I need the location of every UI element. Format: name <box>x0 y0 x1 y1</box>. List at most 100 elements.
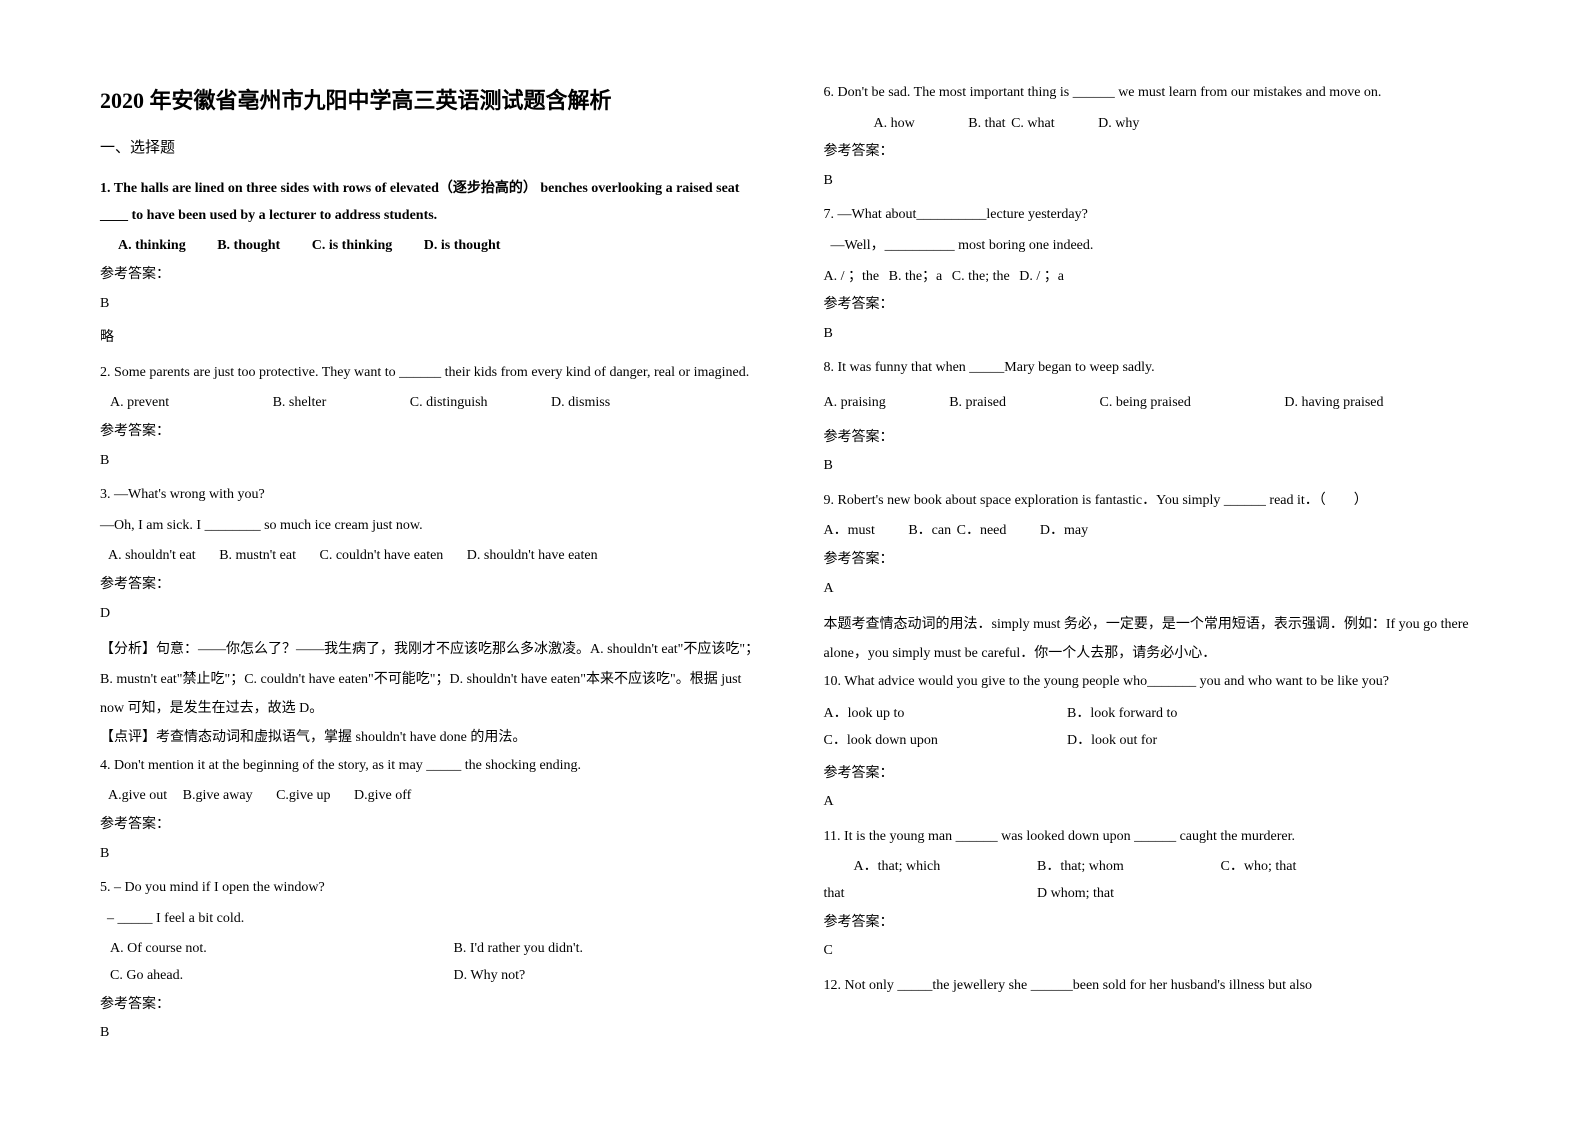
q3-exp2: 【点评】考查情态动词和虚拟语气，掌握 shouldn't have done 的… <box>100 723 764 752</box>
q2-ans-label: 参考答案： <box>100 419 764 446</box>
q3-options: A. shouldn't eat B. mustn't eat C. could… <box>100 543 764 570</box>
q11-opts-row1: A．that; which B．that; whom C．who; that <box>824 854 1488 881</box>
q6-opt-b: B. that <box>968 116 1005 131</box>
q7-l2: —Well，__________ most boring one indeed. <box>824 233 1488 260</box>
q3-ans: D <box>100 601 764 628</box>
q7-options: A. / ；the B. the；a C. the; the D. / ；a <box>824 264 1488 291</box>
column-left: 2020 年安徽省亳州市九阳中学高三英语测试题含解析 一、选择题 1. The … <box>100 80 764 1055</box>
q8-opt-a: A. praising <box>824 395 886 410</box>
q8-options: A. praising B. praised C. being praised … <box>824 390 1488 417</box>
q2-options: A. prevent B. shelter C. distinguish D. … <box>100 390 764 417</box>
q10-ans-label: 参考答案： <box>824 761 1488 788</box>
q9-ans: A <box>824 576 1488 603</box>
q10-opt-c: C．look down upon <box>824 728 1064 755</box>
q1-omit: 略 <box>100 325 764 352</box>
q1-opt-d: D. is thought <box>424 238 501 253</box>
q1-opt-b: B. thought <box>217 238 280 253</box>
q9-opt-c: C．need <box>957 523 1007 538</box>
q11-text: 11. It is the young man ______ was looke… <box>824 824 1488 851</box>
q4-opt-a: A.give out <box>108 788 167 803</box>
q8-opt-d: D. having praised <box>1284 395 1383 410</box>
q10-opt-b: B．look forward to <box>1067 706 1177 721</box>
q10-opt-d: D．look out for <box>1067 733 1157 748</box>
q8-ans: B <box>824 453 1488 480</box>
q6-ans: B <box>824 168 1488 195</box>
q10-opt-a: A．look up to <box>824 701 1064 728</box>
q11-opt-d: D whom; that <box>1037 886 1114 901</box>
q10-opts-row2: C．look down upon D．look out for <box>824 728 1488 755</box>
q3-opt-a: A. shouldn't eat <box>108 548 196 563</box>
q1-options: A. thinking B. thought C. is thinking D.… <box>118 233 764 260</box>
q9-options: A．must B．can C．need D．may <box>824 518 1488 545</box>
q3-l2: —Oh, I am sick. I ________ so much ice c… <box>100 513 764 540</box>
q6-text: 6. Don't be sad. The most important thin… <box>824 80 1488 107</box>
q12-text: 12. Not only _____the jewellery she ____… <box>824 973 1488 1000</box>
doc-title: 2020 年安徽省亳州市九阳中学高三英语测试题含解析 <box>100 80 764 122</box>
q6-opt-c: C. what <box>1011 116 1055 131</box>
q4-text: 4. Don't mention it at the beginning of … <box>100 753 764 780</box>
q3-opt-d: D. shouldn't have eaten <box>467 548 598 563</box>
q10-text: 10. What advice would you give to the yo… <box>824 669 1488 696</box>
q6-opt-a: A. how <box>874 116 915 131</box>
q2-opt-c: C. distinguish <box>410 395 488 410</box>
q7-opt-a: A. / ；the <box>824 269 880 284</box>
q11-opt-c2: that <box>824 881 1034 908</box>
q2-ans: B <box>100 448 764 475</box>
q2-opt-b: B. shelter <box>273 395 327 410</box>
q5-opts-row1: A. Of course not. B. I'd rather you didn… <box>100 936 764 963</box>
section-heading: 一、选择题 <box>100 134 764 163</box>
q2-opt-d: D. dismiss <box>551 395 610 410</box>
q4-ans: B <box>100 841 764 868</box>
q4-ans-label: 参考答案： <box>100 812 764 839</box>
q2-text: 2. Some parents are just too protective.… <box>100 360 764 387</box>
q4-opt-c: C.give up <box>276 788 330 803</box>
q5-opt-b: B. I'd rather you didn't. <box>454 941 583 956</box>
q3-ans-label: 参考答案： <box>100 572 764 599</box>
q4-options: A.give out B.give away C.give up D.give … <box>100 783 764 810</box>
q5-l2: – _____ I feel a bit cold. <box>100 906 764 933</box>
q5-opt-c: C. Go ahead. <box>110 963 450 990</box>
q9-text: 9. Robert's new book about space explora… <box>824 488 1488 515</box>
q11-opt-b: B．that; whom <box>1037 854 1217 881</box>
q3-opt-b: B. mustn't eat <box>219 548 296 563</box>
column-right: 6. Don't be sad. The most important thin… <box>824 80 1488 1055</box>
q11-ans: C <box>824 938 1488 965</box>
q5-opts-row2: C. Go ahead. D. Why not? <box>100 963 764 990</box>
q11-opts-row2: that D whom; that <box>824 881 1488 908</box>
q1-text: 1. The halls are lined on three sides wi… <box>100 176 764 229</box>
q5-opt-a: A. Of course not. <box>110 936 450 963</box>
q7-ans: B <box>824 321 1488 348</box>
q9-ans-label: 参考答案： <box>824 547 1488 574</box>
q1-opt-a: A. thinking <box>118 238 186 253</box>
q5-ans: B <box>100 1020 764 1047</box>
q4-opt-d: D.give off <box>354 788 411 803</box>
q8-text: 8. It was funny that when _____Mary bega… <box>824 355 1488 382</box>
q6-options: A. how B. that C. what D. why <box>824 111 1488 138</box>
q1-ans-label: 参考答案： <box>100 262 764 289</box>
q2-opt-a: A. prevent <box>110 395 169 410</box>
q5-opt-d: D. Why not? <box>454 968 526 983</box>
q7-l1: 7. —What about__________lecture yesterda… <box>824 202 1488 229</box>
q1-opt-c: C. is thinking <box>312 238 393 253</box>
q11-ans-label: 参考答案： <box>824 910 1488 937</box>
q1-ans: B <box>100 291 764 318</box>
q7-ans-label: 参考答案： <box>824 292 1488 319</box>
q3-exp1: 【分析】句意：——你怎么了？——我生病了，我刚才不应该吃那么多冰激凌。A. sh… <box>100 635 764 723</box>
q8-opt-b: B. praised <box>949 395 1006 410</box>
q9-exp: 本题考查情态动词的用法．simply must 务必，一定要，是一个常用短语，表… <box>824 610 1488 669</box>
q7-opt-d: D. / ；a <box>1019 269 1064 284</box>
q9-opt-a: A．must <box>824 523 875 538</box>
q11-opt-c: C．who; that <box>1221 859 1297 874</box>
page-root: 2020 年安徽省亳州市九阳中学高三英语测试题含解析 一、选择题 1. The … <box>0 0 1587 1095</box>
q4-opt-b: B.give away <box>183 788 253 803</box>
q3-opt-c: C. couldn't have eaten <box>319 548 443 563</box>
q6-ans-label: 参考答案： <box>824 139 1488 166</box>
q7-opt-b: B. the；a <box>889 269 943 284</box>
q6-opt-d: D. why <box>1098 116 1139 131</box>
q7-opt-c: C. the; the <box>952 269 1010 284</box>
q5-ans-label: 参考答案： <box>100 992 764 1019</box>
q3-l1: 3. —What's wrong with you? <box>100 482 764 509</box>
q9-opt-d: D．may <box>1040 523 1088 538</box>
q8-opt-c: C. being praised <box>1099 395 1190 410</box>
q8-ans-label: 参考答案： <box>824 425 1488 452</box>
